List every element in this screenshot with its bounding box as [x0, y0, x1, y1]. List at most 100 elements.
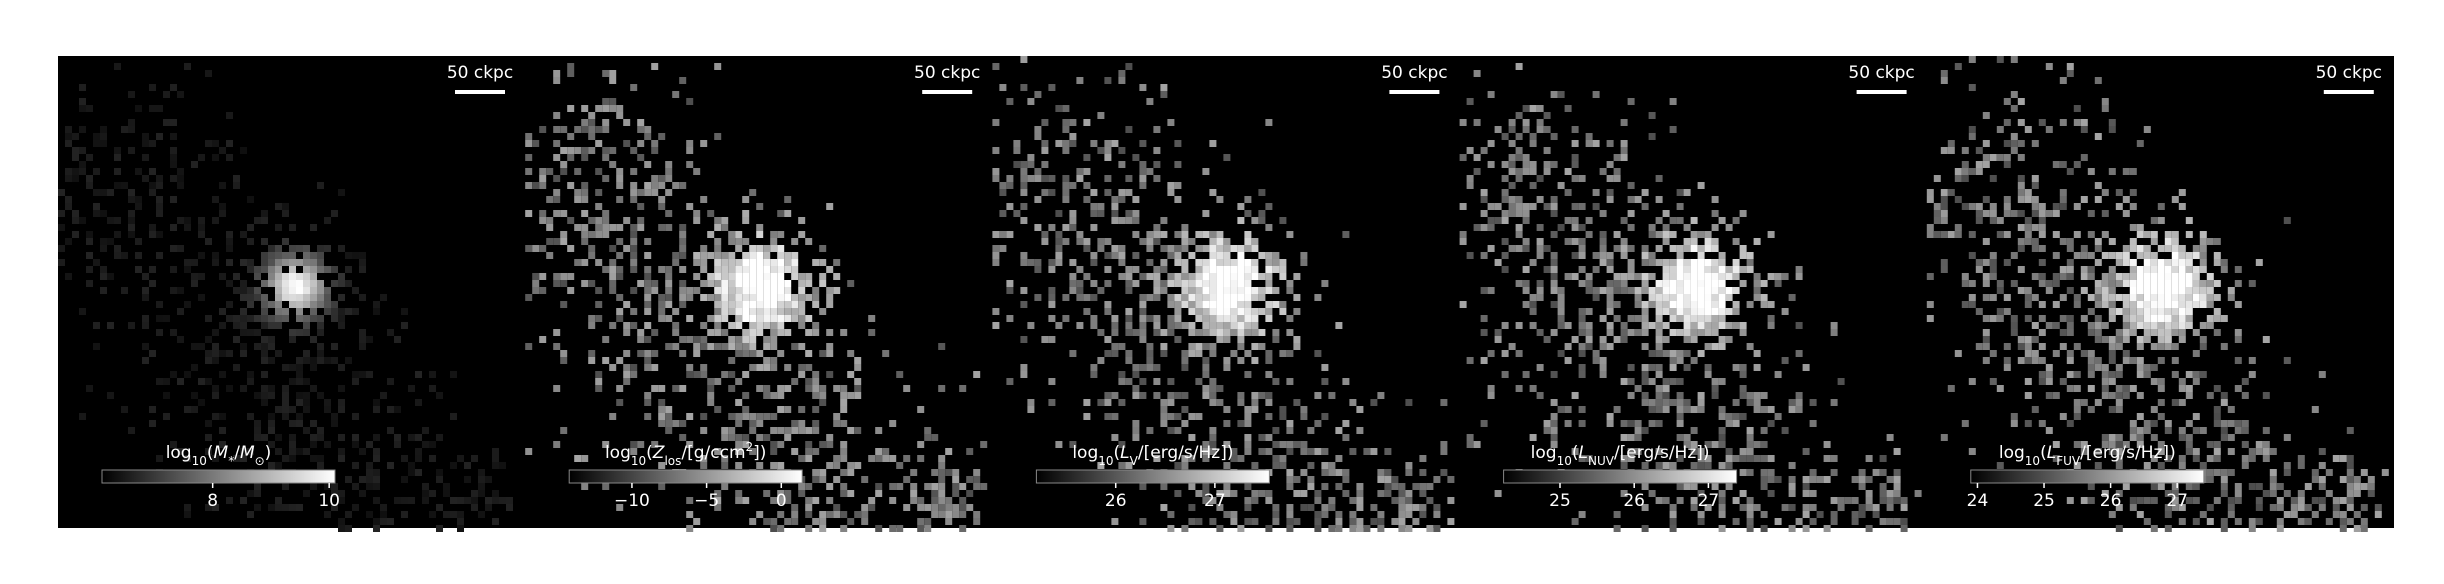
pixel — [1669, 525, 1677, 532]
pixel — [728, 371, 736, 378]
pixel — [602, 98, 610, 105]
pixel — [1335, 511, 1343, 518]
pixel — [1111, 322, 1119, 329]
pixel — [268, 413, 275, 420]
pixel — [609, 266, 617, 273]
pixel — [1132, 231, 1140, 238]
pixel — [735, 413, 743, 420]
pixel — [1006, 175, 1014, 182]
pixel — [317, 455, 324, 462]
pixel — [1244, 294, 1252, 301]
pixel — [1725, 294, 1733, 301]
pixel — [72, 231, 79, 238]
pixel — [331, 357, 338, 364]
pixel — [1879, 497, 1887, 504]
pixel — [170, 147, 177, 154]
pixel — [1244, 329, 1252, 336]
pixel — [2108, 273, 2116, 280]
pixel — [1153, 273, 1161, 280]
pixel — [79, 147, 86, 154]
pixel — [1718, 217, 1726, 224]
pixel — [1746, 434, 1754, 441]
pixel — [275, 448, 282, 455]
pixel — [1125, 210, 1133, 217]
pixel — [359, 266, 366, 273]
pixel — [1104, 350, 1112, 357]
pixel — [672, 252, 680, 259]
pixel — [1564, 238, 1572, 245]
pixel — [1522, 105, 1530, 112]
pixel — [882, 448, 890, 455]
pixel — [714, 343, 722, 350]
pixel — [429, 385, 436, 392]
pixel — [1760, 476, 1768, 483]
pixel — [595, 168, 603, 175]
pixel — [149, 140, 156, 147]
pixel — [819, 399, 827, 406]
pixel — [1578, 371, 1586, 378]
pixel — [1515, 385, 1523, 392]
pixel — [2220, 469, 2228, 476]
pixel — [1683, 259, 1691, 266]
pixel — [1711, 238, 1719, 245]
pixel — [1216, 287, 1224, 294]
pixel — [665, 210, 673, 217]
pixel — [1564, 105, 1572, 112]
pixel — [296, 371, 303, 378]
pixel — [644, 238, 652, 245]
pixel — [1704, 280, 1712, 287]
pixel — [1676, 203, 1684, 210]
pixel — [128, 427, 135, 434]
pixel — [777, 427, 785, 434]
pixel — [567, 63, 575, 70]
pixel — [1557, 287, 1565, 294]
pixel — [735, 294, 743, 301]
pixel — [1585, 273, 1593, 280]
pixel — [352, 462, 359, 469]
pixel — [1704, 308, 1712, 315]
label-part: log — [166, 443, 192, 463]
pixel — [1300, 490, 1308, 497]
pixel — [415, 371, 422, 378]
pixel — [1209, 294, 1217, 301]
pixel — [1961, 301, 1969, 308]
pixel — [1153, 315, 1161, 322]
pixel — [282, 315, 289, 322]
pixel — [1125, 378, 1133, 385]
pixel — [1746, 343, 1754, 350]
pixel — [2073, 252, 2081, 259]
pixel — [2052, 273, 2060, 280]
pixel — [1104, 189, 1112, 196]
pixel — [275, 287, 282, 294]
pixel — [945, 518, 953, 525]
pixel — [1879, 490, 1887, 497]
pixel — [1223, 154, 1231, 161]
pixel — [1181, 455, 1189, 462]
pixel — [714, 497, 722, 504]
pixel — [1711, 315, 1719, 322]
pixel — [156, 182, 163, 189]
pixel — [686, 294, 694, 301]
pixel — [1879, 455, 1887, 462]
pixel — [2073, 462, 2081, 469]
pixel — [1174, 462, 1182, 469]
pixel — [1872, 469, 1880, 476]
pixel — [2115, 336, 2123, 343]
pixel — [1237, 294, 1245, 301]
pixel — [1982, 329, 1990, 336]
pixel — [2094, 182, 2102, 189]
pixel — [588, 252, 596, 259]
pixel — [1543, 427, 1551, 434]
pixel — [1237, 287, 1245, 294]
pixel — [1237, 357, 1245, 364]
pixel — [1258, 343, 1266, 350]
pixel — [1543, 147, 1551, 154]
pixel — [2171, 273, 2179, 280]
pixel — [1405, 525, 1413, 532]
pixel — [1933, 203, 1941, 210]
pixel — [672, 343, 680, 350]
pixel — [198, 252, 205, 259]
pixel — [2059, 343, 2067, 350]
pixel — [679, 420, 687, 427]
pixel — [1027, 406, 1035, 413]
